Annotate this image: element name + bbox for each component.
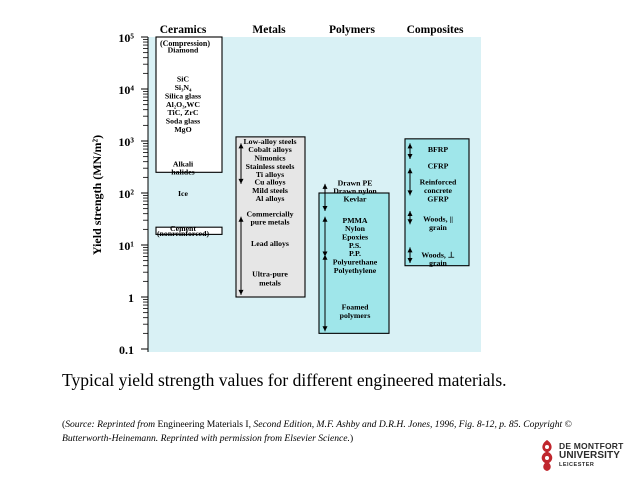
source-paren-close: ) bbox=[349, 433, 354, 444]
range-arrow-head bbox=[407, 211, 413, 217]
material-label: Low-alloy steels bbox=[243, 137, 296, 146]
range-arrow-head bbox=[322, 183, 328, 189]
range-arrow-head bbox=[238, 143, 244, 149]
range-arrow-head bbox=[238, 289, 244, 295]
material-label: Polyurethane bbox=[333, 258, 378, 267]
bar-ceramics bbox=[155, 36, 223, 173]
material-label: pure metals bbox=[250, 218, 289, 227]
material-label: Ti alloys bbox=[256, 170, 284, 179]
material-label: SiC bbox=[177, 74, 190, 83]
logo-line-2: UNIVERSITY bbox=[559, 450, 621, 461]
material-label: Polyethylene bbox=[334, 266, 377, 275]
material-label: Commercially bbox=[246, 210, 293, 219]
material-label: Al₂O₃,WC bbox=[166, 100, 200, 109]
source-details: Second Edition, M.F. Ashby and D.R.H. Jo… bbox=[62, 419, 572, 444]
material-label: Cu alloys bbox=[255, 178, 286, 187]
source-citation: (Source: Reprinted from Engineering Mate… bbox=[62, 418, 592, 446]
material-label: Soda glass bbox=[166, 116, 200, 125]
material-label: concrete bbox=[424, 186, 453, 195]
material-label: BFRP bbox=[428, 145, 449, 154]
material-label: Stainless steels bbox=[246, 162, 295, 171]
logo-line-3: LEICESTER bbox=[559, 462, 595, 468]
bar-polymers bbox=[318, 192, 390, 334]
material-label: Ice bbox=[178, 189, 188, 198]
university-logo: DE MONTFORT UNIVERSITY LEICESTER bbox=[537, 438, 633, 474]
range-arrow-head bbox=[238, 178, 244, 184]
material-label: Alkali bbox=[173, 159, 194, 168]
material-label: Epoxies bbox=[342, 233, 368, 242]
range-arrow-head bbox=[238, 216, 244, 222]
material-label: PMMA bbox=[342, 216, 367, 225]
material-label: Drawn PE bbox=[338, 178, 373, 187]
logo-emblem-icon bbox=[541, 440, 553, 471]
y-tick-label: 1 bbox=[128, 291, 134, 305]
category-sublabel: (Compression) bbox=[160, 39, 210, 48]
range-arrow-head bbox=[407, 247, 413, 253]
bar-ceramics bbox=[155, 226, 223, 235]
material-label: Foamed bbox=[342, 303, 370, 312]
material-label: halides bbox=[171, 167, 194, 176]
range-arrow-head bbox=[407, 143, 413, 149]
range-arrow-head bbox=[407, 154, 413, 160]
material-label: grain bbox=[429, 223, 447, 232]
category-label: Ceramics bbox=[160, 24, 207, 36]
material-label: Woods, || bbox=[423, 215, 453, 224]
material-label: Silica glass bbox=[165, 91, 201, 100]
material-label: CFRP bbox=[428, 161, 449, 170]
category-label: Polymers bbox=[329, 24, 376, 36]
material-label: Kevlar bbox=[344, 195, 367, 204]
material-label: Mild steels bbox=[252, 186, 288, 195]
material-label: Nylon bbox=[345, 224, 366, 233]
logo-line-1: DE MONTFORT bbox=[559, 441, 624, 451]
bar-composites bbox=[404, 138, 470, 267]
y-tick-label: 10³ bbox=[118, 135, 134, 149]
y-tick-label: 10⁴ bbox=[118, 83, 134, 97]
source-reprinted: Source: Reprinted from bbox=[65, 419, 156, 430]
material-label: GFRP bbox=[427, 195, 448, 204]
material-label: Lead alloys bbox=[251, 239, 289, 248]
y-tick-label: 10⁵ bbox=[118, 31, 134, 45]
material-label: Al alloys bbox=[256, 194, 285, 203]
material-label: polymers bbox=[340, 311, 371, 320]
range-arrow-head bbox=[322, 206, 328, 212]
material-label: Nimonics bbox=[254, 154, 285, 163]
category-label: Metals bbox=[252, 24, 286, 36]
range-arrow-head bbox=[322, 326, 328, 332]
bar-metals bbox=[235, 136, 306, 298]
material-label: P.P. bbox=[349, 249, 361, 258]
material-label: Drawn nylon bbox=[333, 186, 377, 195]
yield-strength-chart: 0.1 1 10¹ 10² 10³ 10⁴ 10⁵ Yield strength (MN/m²… bbox=[90, 24, 481, 357]
material-label: Woods, ⊥ bbox=[421, 251, 454, 260]
material-label: P.S. bbox=[349, 241, 361, 250]
material-label: (nonreinforced) bbox=[157, 229, 210, 238]
chart-caption: Typical yield strength values for differ… bbox=[62, 370, 507, 390]
material-label: TiC, ZrC bbox=[167, 108, 198, 117]
range-arrow-head bbox=[322, 254, 328, 260]
y-tick-label: 10¹ bbox=[118, 239, 134, 253]
range-arrow-head bbox=[407, 190, 413, 196]
material-label: MgO bbox=[174, 125, 191, 134]
y-axis-title: Yield strength (MN/m²) bbox=[90, 135, 104, 255]
chart-svg: 0.1 1 10¹ 10² 10³ 10⁴ 10⁵ Yield strength (MN/m²… bbox=[90, 24, 481, 357]
material-label: Si₃N₄ bbox=[175, 83, 192, 92]
material-label: Diamond bbox=[168, 45, 199, 54]
range-arrow-head bbox=[322, 216, 328, 222]
category-label: Composites bbox=[407, 24, 464, 36]
range-arrow-head bbox=[407, 258, 413, 264]
y-tick-label: 10² bbox=[118, 187, 134, 201]
material-label: Reinforced bbox=[420, 178, 457, 187]
range-arrow-head bbox=[407, 168, 413, 174]
range-arrow-head bbox=[322, 251, 328, 257]
logo-wordmark: DE MONTFORT UNIVERSITY LEICESTER bbox=[559, 442, 624, 470]
material-label: metals bbox=[259, 279, 281, 288]
material-label: Cobalt alloys bbox=[248, 145, 292, 154]
material-label: Cement bbox=[170, 224, 196, 233]
source-paren-open: ( bbox=[62, 419, 66, 430]
material-label: grain bbox=[429, 259, 447, 268]
range-arrow-head bbox=[407, 219, 413, 225]
material-label: Ultra-pure bbox=[252, 270, 288, 279]
source-book-title: Engineering Materials I, bbox=[155, 419, 254, 430]
y-tick-label: 0.1 bbox=[119, 343, 134, 357]
